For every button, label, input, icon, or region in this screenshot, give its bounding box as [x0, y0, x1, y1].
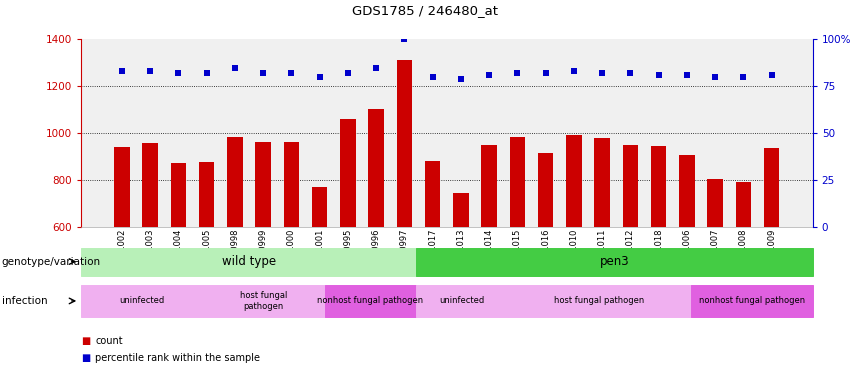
Point	[680, 72, 694, 78]
Bar	[255, 142, 271, 368]
Text: ■: ■	[81, 336, 90, 346]
Text: host fungal
pathogen: host fungal pathogen	[240, 291, 288, 310]
Bar	[283, 142, 300, 368]
Bar	[170, 163, 186, 368]
Bar	[142, 143, 158, 368]
Point	[708, 74, 722, 80]
Point	[483, 72, 496, 78]
Point	[172, 70, 186, 76]
Point	[284, 70, 298, 76]
Point	[652, 72, 665, 78]
Bar	[114, 147, 129, 368]
Text: infection: infection	[2, 296, 48, 306]
Point	[426, 74, 439, 80]
Bar	[651, 146, 666, 368]
Bar	[510, 136, 525, 368]
Point	[313, 74, 327, 80]
Point	[228, 64, 242, 70]
Point	[624, 70, 637, 76]
Bar	[311, 187, 328, 368]
Bar	[199, 162, 214, 368]
Text: nonhost fungal pathogen: nonhost fungal pathogen	[317, 296, 424, 305]
Text: host fungal pathogen: host fungal pathogen	[554, 296, 644, 305]
Text: ■: ■	[81, 353, 90, 363]
Bar	[707, 179, 723, 368]
Point	[200, 70, 214, 76]
Point	[596, 70, 609, 76]
Text: uninfected: uninfected	[119, 296, 164, 305]
Bar	[397, 60, 412, 368]
Point	[369, 64, 383, 70]
Point	[737, 74, 751, 80]
Point	[397, 36, 411, 42]
Bar	[538, 153, 553, 368]
Text: count: count	[95, 336, 123, 346]
Point	[341, 70, 355, 76]
Bar	[566, 135, 582, 368]
Bar	[368, 108, 384, 368]
Text: GDS1785 / 246480_at: GDS1785 / 246480_at	[352, 4, 499, 17]
Text: wild type: wild type	[221, 255, 276, 268]
Point	[539, 70, 552, 76]
Point	[567, 68, 580, 74]
Point	[454, 76, 468, 82]
Bar	[482, 145, 497, 368]
Bar	[227, 137, 243, 368]
Bar	[735, 182, 751, 368]
Point	[511, 70, 524, 76]
Text: percentile rank within the sample: percentile rank within the sample	[95, 353, 260, 363]
Text: genotype/variation: genotype/variation	[2, 256, 100, 267]
Bar	[623, 145, 638, 368]
Text: uninfected: uninfected	[439, 296, 485, 305]
Text: nonhost fungal pathogen: nonhost fungal pathogen	[699, 296, 805, 305]
Bar	[425, 161, 441, 368]
Bar	[679, 155, 694, 368]
Point	[256, 70, 270, 76]
Point	[115, 68, 129, 74]
Bar	[340, 119, 356, 368]
Bar	[594, 138, 610, 368]
Text: pen3: pen3	[600, 255, 629, 268]
Point	[143, 68, 157, 74]
Bar	[764, 148, 780, 368]
Bar	[453, 193, 469, 368]
Point	[765, 72, 779, 78]
